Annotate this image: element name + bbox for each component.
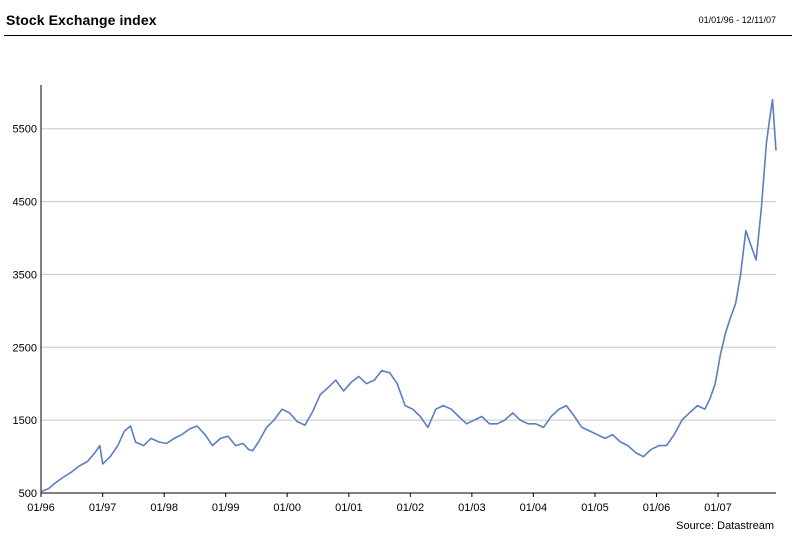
x-tick-label: 01/04 <box>520 502 548 514</box>
series-line <box>40 98 777 493</box>
x-tick-label: 01/06 <box>643 502 671 514</box>
date-range-label: 01/01/96 - 12/11/07 <box>698 15 776 25</box>
header-divider <box>4 35 792 36</box>
y-tick-label: 2500 <box>13 342 37 354</box>
x-tick-label: 01/05 <box>581 502 609 514</box>
gridlines <box>41 128 776 421</box>
y-tick-label: 3500 <box>13 269 37 281</box>
y-tick-label: 500 <box>19 488 37 500</box>
series-group <box>40 98 777 493</box>
x-tick-label: 01/00 <box>273 502 301 514</box>
x-tick-label: 01/01 <box>335 502 363 514</box>
x-tick-label: 01/96 <box>27 502 55 514</box>
y-tick-label: 4500 <box>13 197 37 209</box>
x-tick-label: 01/97 <box>89 502 117 514</box>
x-tick-label: 01/98 <box>150 502 178 514</box>
x-axis-ticks: 01/96 01/97 01/98 01/99 01/00 01/01 01/02 01/03… <box>27 493 732 514</box>
x-tick-label: 01/03 <box>458 502 486 514</box>
y-tick-label: 5500 <box>13 124 37 136</box>
y-axis-ticks: 500 1500 2500 3500 4500 5500 <box>13 124 37 500</box>
y-tick-label: 1500 <box>13 415 37 427</box>
source-note: Source: Datastream <box>676 520 774 532</box>
axes <box>40 85 776 494</box>
chart-title: Stock Exchange index <box>6 12 157 28</box>
x-tick-label: 01/07 <box>704 502 732 514</box>
x-tick-label: 01/02 <box>397 502 425 514</box>
x-tick-label: 01/99 <box>212 502 240 514</box>
